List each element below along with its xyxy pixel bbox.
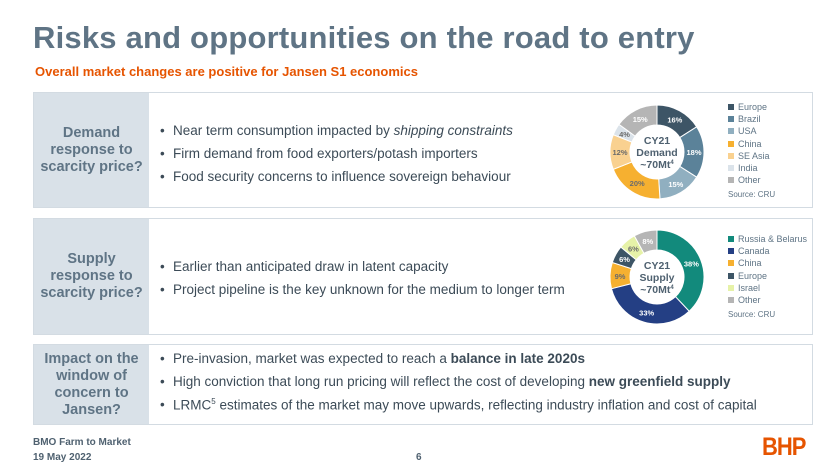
bullet-list: Earlier than anticipated draw in latent … [156,259,565,305]
legend-item: Brazil [728,113,775,125]
legend-label: Israel [738,282,761,293]
legend-label: Other [738,175,761,186]
data-label: 20% [630,179,645,188]
bullet-item: High conviction that long run pricing wi… [156,374,757,389]
legend-item: Israel [728,282,807,294]
page-number: 6 [416,452,422,463]
supply-panel: Supply response to scarcity price? Earli… [33,218,813,335]
legend-label: Europe [738,270,768,281]
legend-label: China [738,258,762,269]
legend-swatch [728,272,734,279]
legend-item: China [728,257,807,269]
legend-label: Other [738,295,761,306]
legend-swatch [728,284,734,291]
slice-other [633,229,658,255]
legend-label: USA [738,126,757,137]
legend-label: Canada [738,246,770,257]
bullet-item: Firm demand from food exporters/potash i… [156,146,513,161]
legend-item: India [728,162,775,174]
bullet-item: Earlier than anticipated draw in latent … [156,259,565,274]
page-subtitle: Overall market changes are positive for … [35,64,418,79]
legend-swatch [728,165,734,172]
supply-legend: Russia & Belarus Canada China Europe Israel O… [728,233,807,321]
data-label: 16% [667,116,682,125]
legend-swatch [728,104,734,110]
source-note: Source: CRU [728,310,776,320]
data-label: 15% [633,115,648,124]
slice-russia-belarus [656,229,705,312]
bullet-item: Food security concerns to influence sove… [156,169,513,184]
center-label: ~70Mt4 [640,284,674,296]
legend-item: Russia & Belarus [728,233,807,245]
legend-swatch [728,152,734,159]
data-label: 33% [639,309,654,318]
bhp-logo: BHP [762,432,806,461]
bullet-list: Pre-invasion, market was expected to rea… [156,351,757,421]
legend-item: SE Asia [728,150,775,162]
footer-date: 19 May 2022 [33,452,92,463]
impact-panel: Impact on the window of concern to Janse… [33,344,813,425]
data-label: 8% [642,237,653,246]
bullet-item: Near term consumption impacted by shippi… [156,123,513,138]
data-label: 15% [668,180,683,189]
legend-item: Europe [728,101,775,113]
legend-label: SE Asia [738,150,770,161]
data-label: 38% [684,259,699,268]
page-title: Risks and opportunities on the road to e… [33,20,695,55]
legend-item: Europe [728,270,807,282]
source-note: Source: CRU [728,190,776,200]
legend-item: USA [728,125,775,137]
slice-other [618,104,658,137]
legend-swatch [728,297,734,304]
legend-item: China [728,138,775,150]
panel-label: Impact on the window of concern to Janse… [34,345,149,424]
demand-legend: Europe Brazil USA China SE Asia India Other Sou… [728,101,775,202]
legend-swatch [728,177,734,184]
legend-label: China [738,138,762,149]
bullet-item: LRMC5 estimates of the market may move u… [156,397,757,413]
legend-swatch [728,236,734,242]
data-label: 9% [615,272,626,281]
demand-panel: Demand response to scarcity price? Near … [33,92,813,208]
legend-swatch [728,116,734,123]
legend-swatch [728,260,734,267]
center-label: CY21 [644,260,670,272]
legend-swatch [728,128,734,135]
bullet-item: Project pipeline is the key unknown for … [156,282,565,297]
center-label: Supply [639,272,674,284]
data-label: 12% [612,148,627,157]
legend-item: Canada [728,245,807,257]
footer-event: BMO Farm to Market [33,437,131,448]
legend-label: India [738,163,758,174]
panel-label: Demand response to scarcity price? [34,93,149,207]
data-label: 18% [686,148,701,157]
legend-label: Europe [738,102,768,112]
legend-swatch [728,248,734,255]
legend-swatch [728,140,734,147]
legend-item: Other [728,174,775,186]
bullet-list: Near term consumption impacted by shippi… [156,123,513,192]
data-label: 4% [619,130,630,139]
center-label: Demand [636,147,677,159]
legend-item: Other [728,294,807,306]
center-label: CY21 [644,135,670,147]
slice-canada [610,283,690,325]
legend-label: Russia & Belarus [738,234,808,244]
panel-label: Supply response to scarcity price? [34,219,149,334]
data-label: 6% [619,255,630,264]
legend-label: Brazil [738,114,761,125]
center-label: ~70Mt4 [640,159,674,171]
bullet-item: Pre-invasion, market was expected to rea… [156,351,757,366]
data-label: 6% [628,244,639,253]
